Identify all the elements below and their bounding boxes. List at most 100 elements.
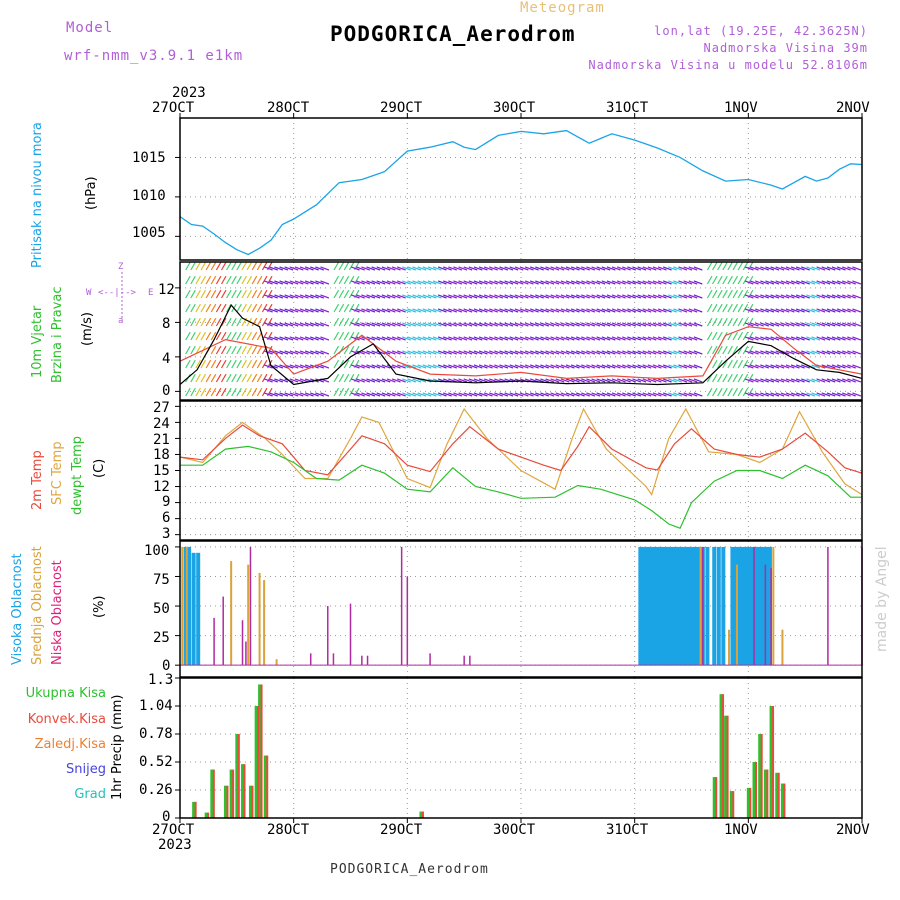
wind-barb-988 — [678, 378, 688, 383]
wind-barb-117 — [241, 359, 247, 369]
wind-barb-664 — [514, 322, 524, 327]
wind-barb-877 — [622, 364, 631, 369]
wind-barb-462 — [412, 294, 422, 299]
wind-barb-31 — [200, 275, 207, 285]
low-cloud-bar-7 — [332, 653, 335, 666]
high-cloud-bar-23 — [705, 546, 710, 666]
wind-barb-920 — [647, 266, 657, 271]
wind-barb-675 — [519, 336, 529, 341]
wind-barb-1312 — [847, 294, 856, 299]
wind-barb-666 — [514, 350, 524, 355]
wind-barb-854 — [611, 322, 621, 327]
wind-barb-1185 — [780, 336, 790, 341]
wind-barb-180 — [269, 266, 278, 271]
pressure-ylabel: Pritisak na nivou mora — [30, 122, 45, 268]
station-title: PODGORICA_Aerodrom — [330, 22, 576, 46]
wind-barb-549 — [453, 392, 463, 397]
wind-barb-224 — [289, 322, 299, 327]
wind-barb-86 — [226, 345, 232, 355]
wind-barb-725 — [545, 336, 555, 341]
wind-barb-888 — [627, 378, 637, 383]
wind-barb-1274 — [826, 322, 836, 327]
wind-barb-1263 — [821, 308, 831, 313]
wind-barb-1242 — [811, 294, 821, 299]
wind-barb-219 — [284, 392, 294, 397]
wind-barb-779 — [570, 392, 580, 397]
wind-barb-100 — [236, 261, 242, 271]
wind-barb-504 — [432, 322, 442, 327]
wind-barb-816 — [591, 350, 601, 355]
wind-barb-263 — [310, 308, 319, 313]
wind-barb-890 — [632, 266, 642, 271]
wind-barb-847 — [606, 364, 616, 369]
wind-barb-913 — [642, 308, 652, 313]
wind-barb-49 — [205, 387, 212, 397]
wind-barb-904 — [637, 322, 647, 327]
wind-barb-1319 — [847, 392, 856, 397]
wind-barb-1313 — [847, 308, 856, 313]
wind-barb-840 — [606, 266, 616, 271]
precip-tick-0.78: 0.78 — [139, 726, 173, 742]
wind-barb-23 — [195, 303, 201, 313]
wind-barb-787 — [575, 364, 585, 369]
wind-barb-402 — [381, 294, 391, 299]
wind-barb-915 — [642, 336, 652, 341]
wind-barb-583 — [473, 308, 483, 313]
wind-barb-214 — [284, 322, 294, 327]
wind-barb-78 — [220, 373, 227, 383]
wind-barb-515 — [437, 336, 447, 341]
wind-barb-371 — [366, 280, 376, 285]
wind-barb-342 — [350, 294, 360, 299]
wind-barb-482 — [422, 294, 432, 299]
wind-barb-639 — [499, 392, 509, 397]
wind-barb-444 — [402, 322, 411, 327]
wind-barb-805 — [586, 336, 596, 341]
low-cloud-bar-17 — [753, 546, 755, 666]
wind-barb-28 — [195, 373, 201, 383]
wind-barb-1235 — [806, 336, 816, 341]
wind-barb-1126 — [749, 350, 759, 355]
wind-barb-43 — [205, 303, 212, 313]
wind-barb-867 — [616, 364, 626, 369]
wind-barb-885 — [627, 336, 637, 341]
wind-barb-742 — [555, 294, 565, 299]
wind-barb-1225 — [801, 336, 810, 341]
wind-barb-927 — [647, 364, 657, 369]
wind-barb-82 — [226, 289, 232, 299]
wind-barb-1209 — [790, 392, 800, 397]
wind-barb-112 — [241, 289, 247, 299]
wind-barb-872 — [622, 294, 631, 299]
wind-barb-2 — [185, 289, 191, 299]
wind-barb-38 — [200, 373, 207, 383]
precip-total-bar-2 — [210, 769, 214, 818]
wind-barb-240 — [299, 266, 309, 271]
precip-tick-0.52: 0.52 — [139, 754, 173, 770]
wind-barb-525 — [443, 336, 452, 341]
wind-barb-895 — [632, 336, 642, 341]
wind-barb-358 — [356, 378, 365, 383]
wind-barb-749 — [555, 392, 565, 397]
precip-conv-bar-2 — [212, 769, 215, 818]
wind-barb-911 — [642, 280, 652, 285]
wind-barb-493 — [427, 308, 437, 313]
precip-conv-bar-3 — [226, 785, 229, 818]
wind-barb-928 — [647, 378, 657, 383]
low-cloud-bar-19 — [770, 568, 772, 666]
wind-barb-738 — [550, 378, 560, 383]
wind-barb-1007 — [688, 364, 698, 369]
wind-barb-220 — [289, 266, 299, 271]
wind-barb-1227 — [801, 364, 810, 369]
temp-unit: (C) — [92, 458, 107, 478]
wind-barb-138 — [251, 373, 258, 383]
wind-barb-194 — [274, 322, 284, 327]
wind-barb-1239 — [806, 392, 816, 397]
wind-barb-1072 — [732, 289, 739, 299]
wind-barb-272 — [315, 294, 324, 299]
wind-barb-978 — [673, 378, 683, 383]
wind-barb-1273 — [826, 308, 836, 313]
wind-barb-862 — [616, 294, 626, 299]
wind-barb-727 — [545, 364, 555, 369]
wind-barb-1228 — [801, 378, 810, 383]
wind-barb-641 — [504, 280, 514, 285]
wind-barb-630 — [499, 266, 509, 271]
